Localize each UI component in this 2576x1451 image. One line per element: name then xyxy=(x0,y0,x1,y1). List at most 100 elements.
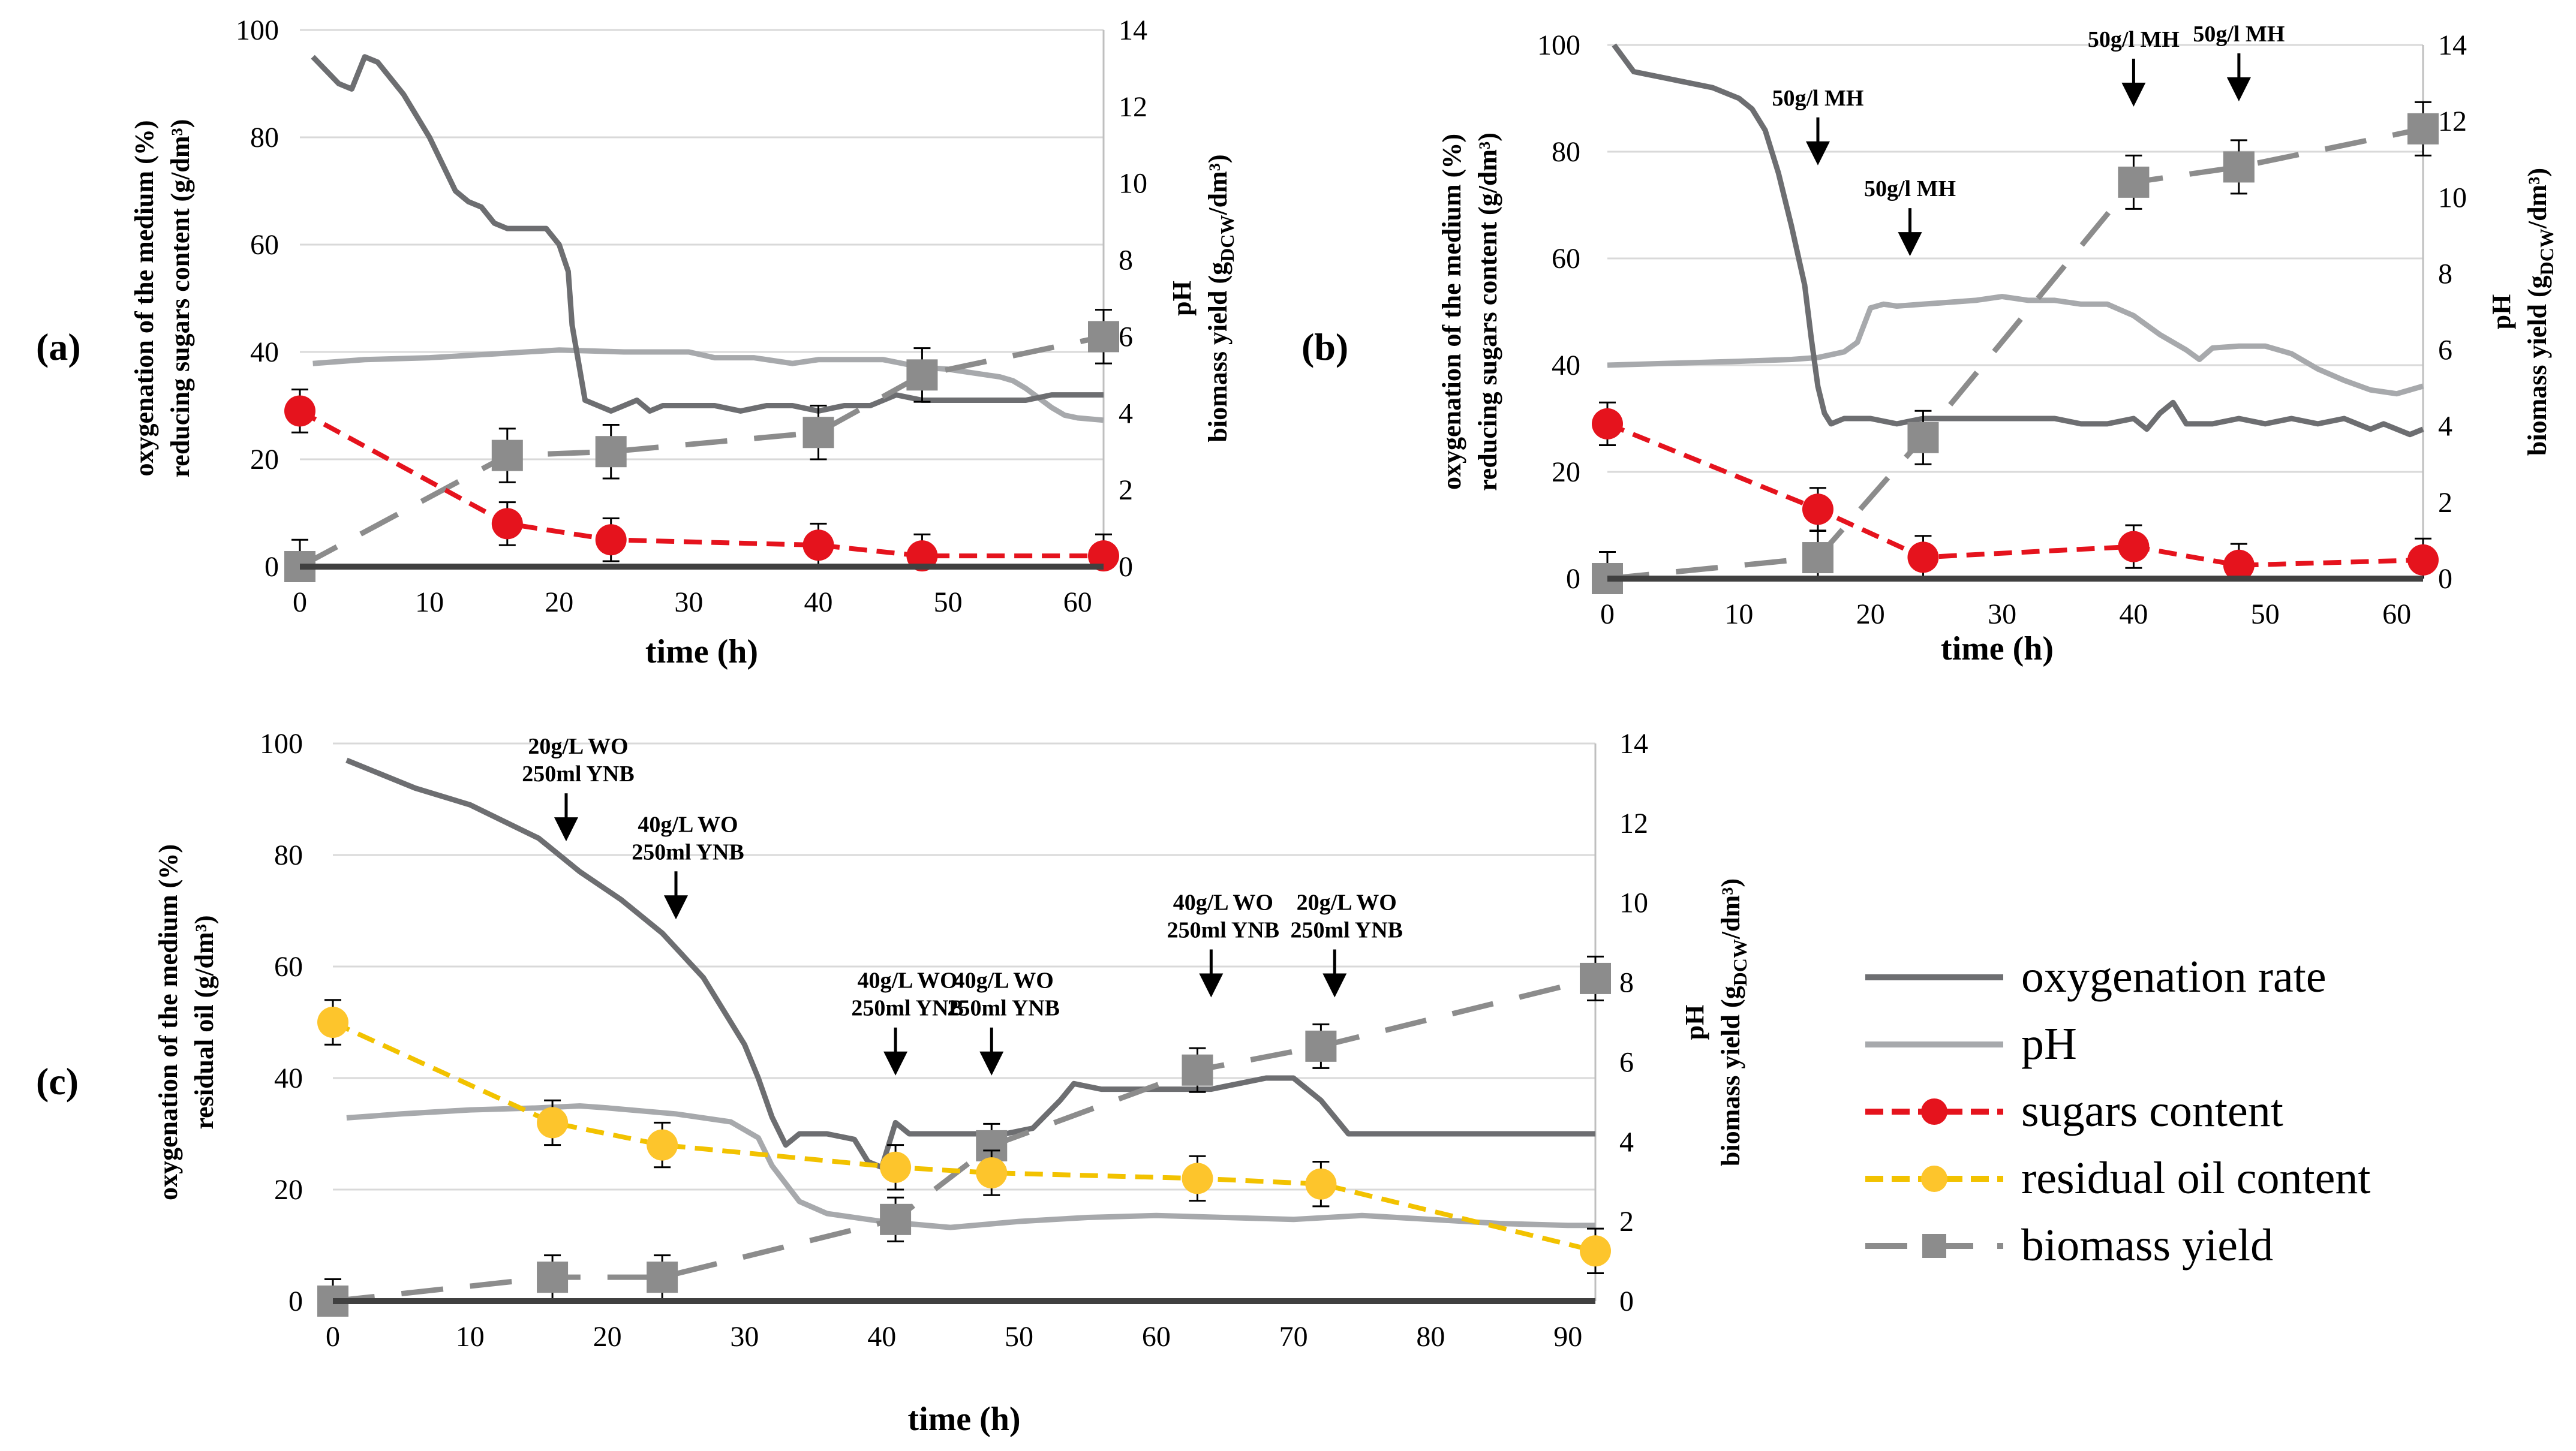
data-point-sugars xyxy=(2118,531,2150,562)
x-axis-label: time (h) xyxy=(645,633,758,670)
annotation-arrow-head xyxy=(883,1051,908,1076)
y-right-tick-label: 0 xyxy=(1119,551,1133,583)
legend-marker-biomass xyxy=(1922,1234,1946,1258)
y-right-axis-label-part: /dm³) xyxy=(1716,878,1745,940)
y-right-axis-label: biomass yield (gDCW/dm³) xyxy=(1203,154,1238,442)
data-point-sugars xyxy=(802,529,834,561)
series-line-biomass xyxy=(332,976,1597,1304)
y-left-tick-label: 40 xyxy=(1552,350,1580,381)
x-axis-label: time (h) xyxy=(907,1401,1020,1438)
y-right-tick-label: 10 xyxy=(1119,168,1147,200)
legend-label-biomass: biomass yield xyxy=(2021,1220,2273,1271)
y-right-tick-label: 0 xyxy=(1619,1286,1634,1317)
legend-label-sugars: sugars content xyxy=(2021,1086,2283,1136)
data-point-sugars xyxy=(1907,541,1939,573)
annotation-label: 40g/L WO xyxy=(1173,890,1273,916)
annotation-arrow-head xyxy=(2121,82,2146,107)
series-line-sugars xyxy=(1606,422,2424,568)
x-tick-label: 10 xyxy=(456,1321,485,1353)
data-point-biomass xyxy=(595,436,627,468)
y-right-tick-label: 12 xyxy=(1619,808,1648,839)
annotation-arrow-head xyxy=(1805,141,1830,165)
annotation-arrow-head xyxy=(2226,77,2251,101)
y-left-tick-label: 20 xyxy=(274,1174,303,1206)
panel-label: (b) xyxy=(1301,326,1348,368)
y-left-tick-label: 80 xyxy=(274,839,303,871)
y-left-axis-label: reducing sugars content (g/dm³) xyxy=(1473,133,1502,491)
data-point-sugars xyxy=(1802,493,1833,525)
data-point-sugars xyxy=(2407,544,2439,576)
series-line-oil xyxy=(332,1020,1596,1254)
data-point-biomass xyxy=(2407,113,2439,145)
x-tick-label: 60 xyxy=(1063,586,1092,618)
data-point-biomass xyxy=(2118,166,2150,198)
series-line-biomass xyxy=(1607,126,2424,582)
data-point-biomass xyxy=(1802,542,1833,574)
annotation-arrow-head xyxy=(664,895,689,920)
data-point-biomass xyxy=(2223,151,2255,183)
y-right-tick-label: 14 xyxy=(1119,14,1147,46)
series-line-oxygenation xyxy=(1612,43,2424,438)
y-left-tick-label: 20 xyxy=(250,444,279,475)
y-left-axis-label: oxygenation of the medium (%) xyxy=(1437,134,1466,490)
data-point-oil xyxy=(317,1007,348,1038)
y-left-tick-label: 100 xyxy=(1537,29,1580,61)
x-axis-label: time (h) xyxy=(1941,630,2054,667)
series-line-sugars xyxy=(299,408,1104,559)
y-right-axis-label-subscript: DCW xyxy=(1216,215,1238,262)
series-line-oxygenation xyxy=(345,757,1595,1170)
annotation-arrow-head xyxy=(1322,973,1347,998)
x-tick-label: 40 xyxy=(867,1321,896,1353)
y-right-axis-label-part: /dm³) xyxy=(2523,168,2552,229)
y-left-tick-label: 60 xyxy=(250,229,279,261)
panel-label: (c) xyxy=(36,1060,79,1103)
y-right-tick-label: 4 xyxy=(1619,1126,1634,1158)
chart-panel-0: 0 20 40 60 80 100 0 2 4 6 8 10 12 14 0 10 20 30 40 50 60 time… xyxy=(36,14,1238,670)
y-left-tick-label: 40 xyxy=(250,336,279,368)
y-right-tick-label: 10 xyxy=(1619,887,1648,919)
y-right-tick-label: 12 xyxy=(2438,106,2467,137)
y-left-axis-label: oxygenation of the medium (%) xyxy=(130,121,159,477)
annotation-label: 250ml YNB xyxy=(632,839,744,865)
y-right-tick-label: 4 xyxy=(1119,398,1133,429)
legend-marker-oil xyxy=(1921,1166,1947,1192)
x-tick-label: 70 xyxy=(1279,1321,1308,1353)
y-right-axis-label: pH xyxy=(1680,1005,1709,1040)
annotation-label: 20g/L WO xyxy=(528,734,628,759)
legend: oxygenation rate pH sugars content residual… xyxy=(1865,952,2371,1271)
y-right-axis-label: pH xyxy=(1167,281,1197,316)
y-left-axis-label: residual oil (g/dm³) xyxy=(190,915,219,1129)
legend-label-ph: pH xyxy=(2021,1019,2077,1069)
annotation-arrow-head xyxy=(1898,232,1922,257)
y-left-tick-label: 100 xyxy=(260,728,303,760)
y-right-tick-label: 10 xyxy=(2438,182,2467,213)
data-point-biomass xyxy=(1088,321,1119,353)
x-tick-label: 10 xyxy=(415,586,444,618)
y-right-tick-label: 8 xyxy=(1619,967,1634,999)
annotation-label: 50g/l MH xyxy=(1864,176,1956,201)
x-tick-label: 40 xyxy=(804,586,833,618)
data-point-biomass xyxy=(647,1262,678,1293)
y-right-axis-label-part: biomass yield (g xyxy=(2523,275,2552,456)
y-right-axis-label: biomass yield (gDCW/dm³) xyxy=(1716,878,1751,1166)
y-right-tick-label: 2 xyxy=(1619,1206,1634,1238)
annotation-label: 40g/L WO xyxy=(638,812,738,837)
y-left-tick-label: 100 xyxy=(236,14,279,46)
y-left-tick-label: 40 xyxy=(274,1062,303,1094)
y-left-tick-label: 0 xyxy=(264,551,279,583)
x-tick-label: 20 xyxy=(593,1321,622,1353)
y-right-tick-label: 6 xyxy=(2438,335,2452,366)
data-point-sugars xyxy=(1592,408,1623,439)
legend-label-oil: residual oil content xyxy=(2021,1153,2371,1203)
y-left-tick-label: 60 xyxy=(274,951,303,983)
y-right-tick-label: 2 xyxy=(2438,487,2452,519)
y-right-tick-label: 8 xyxy=(1119,245,1133,276)
annotation-label: 250ml YNB xyxy=(851,996,964,1021)
series-line-ph xyxy=(1607,294,2424,397)
y-right-tick-label: 6 xyxy=(1119,321,1133,353)
series-line-ph xyxy=(346,1103,1595,1230)
x-tick-label: 0 xyxy=(293,586,307,618)
x-tick-label: 90 xyxy=(1553,1321,1582,1353)
legend-marker-sugars xyxy=(1921,1098,1947,1125)
data-point-biomass xyxy=(802,417,834,448)
